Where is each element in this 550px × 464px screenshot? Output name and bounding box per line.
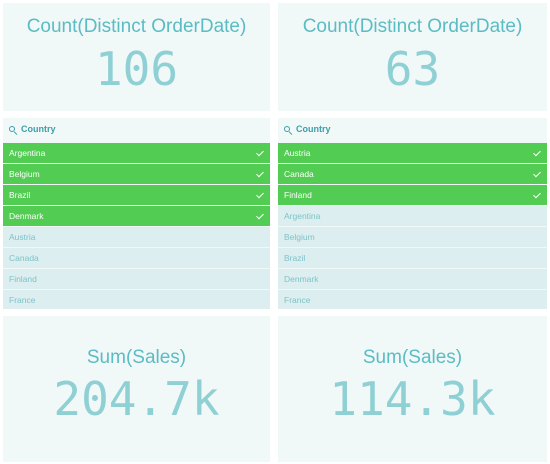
list-item-label: Austria: [9, 232, 36, 242]
country-list: Argentina Belgium Brazil Denmark Austria…: [3, 143, 270, 309]
filter-header[interactable]: Country: [278, 118, 547, 140]
list-item-argentina[interactable]: Argentina: [278, 206, 547, 226]
check-icon: [256, 169, 264, 177]
list-item-finland[interactable]: Finland: [3, 269, 270, 289]
check-icon: [256, 211, 264, 219]
kpi-count-orderdate-left[interactable]: Count(Distinct OrderDate) 106: [3, 3, 270, 111]
list-item-label: Denmark: [284, 274, 319, 284]
list-item-label: Canada: [9, 253, 39, 263]
list-item-label: Brazil: [9, 190, 31, 200]
list-item-label: France: [284, 295, 311, 305]
list-item-denmark[interactable]: Denmark: [3, 206, 270, 226]
check-icon: [533, 148, 541, 156]
kpi-value: 106: [94, 42, 179, 96]
list-item-label: Finland: [284, 190, 312, 200]
check-icon: [256, 190, 264, 198]
kpi-title: Count(Distinct OrderDate): [302, 16, 523, 37]
list-item-label: France: [9, 295, 36, 305]
list-item-label: Argentina: [9, 148, 46, 158]
list-item-belgium[interactable]: Belgium: [3, 164, 270, 184]
list-item-france[interactable]: France: [3, 290, 270, 309]
kpi-value: 114.3k: [329, 372, 496, 426]
search-icon: [9, 126, 15, 132]
kpi-title: Sum(Sales): [86, 347, 187, 368]
kpi-sum-sales-left[interactable]: Sum(Sales) 204.7k: [3, 316, 270, 462]
list-item-label: Denmark: [9, 211, 44, 221]
check-icon: [533, 190, 541, 198]
list-item-label: Brazil: [284, 253, 306, 263]
list-item-austria[interactable]: Austria: [278, 143, 547, 163]
kpi-title: Sum(Sales): [362, 347, 463, 368]
list-item-austria[interactable]: Austria: [3, 227, 270, 247]
kpi-count-orderdate-right[interactable]: Count(Distinct OrderDate) 63: [278, 3, 547, 111]
list-item-label: Belgium: [284, 232, 315, 242]
filter-label: Country: [21, 124, 56, 134]
list-item-denmark[interactable]: Denmark: [278, 269, 547, 289]
list-item-label: Argentina: [284, 211, 321, 221]
check-icon: [533, 169, 541, 177]
kpi-sum-sales-right[interactable]: Sum(Sales) 114.3k: [278, 316, 547, 462]
list-item-brazil[interactable]: Brazil: [278, 248, 547, 268]
list-item-label: Belgium: [9, 169, 40, 179]
list-item-canada[interactable]: Canada: [3, 248, 270, 268]
list-item-label: Canada: [284, 169, 314, 179]
list-item-label: Austria: [284, 148, 311, 158]
list-item-label: Finland: [9, 274, 37, 284]
list-item-brazil[interactable]: Brazil: [3, 185, 270, 205]
kpi-value: 63: [384, 42, 441, 96]
filter-header[interactable]: Country: [3, 118, 270, 140]
list-item-argentina[interactable]: Argentina: [3, 143, 270, 163]
country-filter-left: Country Argentina Belgium Brazil Denmark…: [3, 118, 270, 309]
kpi-value: 204.7k: [53, 372, 220, 426]
check-icon: [256, 148, 264, 156]
search-icon: [284, 126, 290, 132]
list-item-france[interactable]: France: [278, 290, 547, 309]
kpi-title: Count(Distinct OrderDate): [26, 16, 247, 37]
list-item-belgium[interactable]: Belgium: [278, 227, 547, 247]
list-item-canada[interactable]: Canada: [278, 164, 547, 184]
country-filter-right: Country Austria Canada Finland Argentina…: [278, 118, 547, 309]
list-item-finland[interactable]: Finland: [278, 185, 547, 205]
country-list: Austria Canada Finland Argentina Belgium…: [278, 143, 547, 309]
filter-label: Country: [296, 124, 331, 134]
